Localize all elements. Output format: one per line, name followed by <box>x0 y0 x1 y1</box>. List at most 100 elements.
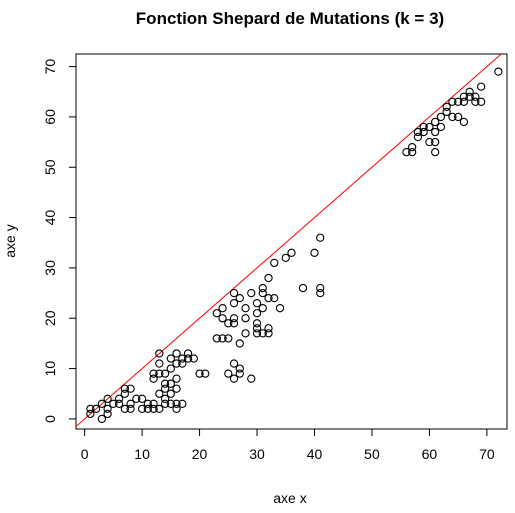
reference-line-group <box>76 54 503 428</box>
data-point <box>258 288 267 298</box>
x-tick-label: 30 <box>249 446 265 462</box>
data-point <box>419 127 428 137</box>
data-point <box>172 404 181 414</box>
data-point <box>436 112 446 122</box>
data-point <box>264 324 273 333</box>
data-point <box>402 148 411 157</box>
data-point <box>103 394 112 403</box>
chart-title: Fonction Shepard de Mutations (k = 3) <box>136 9 444 28</box>
data-point <box>86 409 95 419</box>
data-point <box>408 148 417 157</box>
data-point <box>229 374 239 383</box>
data-point <box>241 329 250 338</box>
data-point <box>160 394 170 403</box>
data-point <box>425 122 434 132</box>
data-point <box>114 394 124 403</box>
data-point <box>229 288 239 298</box>
data-point <box>218 314 227 323</box>
data-point <box>132 394 141 403</box>
data-point <box>201 369 210 378</box>
data-point <box>436 122 446 132</box>
data-point <box>86 404 95 414</box>
data-point <box>143 399 152 408</box>
data-point <box>166 399 175 408</box>
data-point <box>454 112 463 122</box>
data-point <box>448 97 457 106</box>
data-point <box>476 82 486 91</box>
data-point <box>143 404 152 414</box>
data-point <box>247 374 256 383</box>
data-point <box>120 389 129 398</box>
x-tick-label: 50 <box>364 446 380 462</box>
y-axis-label: axe y <box>2 224 18 257</box>
data-point <box>252 309 262 318</box>
data-point <box>172 359 181 368</box>
data-point <box>155 369 164 378</box>
data-point <box>241 314 250 323</box>
data-point <box>149 399 158 408</box>
data-point <box>218 334 227 343</box>
data-point <box>442 107 451 117</box>
data-point <box>459 97 469 106</box>
data-point <box>270 293 279 303</box>
data-point <box>183 349 193 358</box>
data-point <box>471 97 480 106</box>
data-point <box>126 399 135 408</box>
data-point <box>160 399 170 408</box>
data-point <box>149 369 158 378</box>
x-tick-label: 20 <box>192 446 208 462</box>
data-point <box>149 404 158 414</box>
data-point <box>258 304 267 313</box>
data-point <box>189 354 198 363</box>
data-point <box>91 404 101 414</box>
data-point <box>431 127 440 137</box>
y-tick-label: 10 <box>42 361 58 377</box>
data-point <box>413 132 423 142</box>
data-point <box>172 384 181 393</box>
data-point <box>166 389 175 398</box>
data-point <box>160 384 170 393</box>
data-point <box>103 409 112 419</box>
data-point <box>195 369 204 378</box>
data-point <box>235 364 244 373</box>
data-point <box>126 384 135 393</box>
data-point <box>287 248 296 257</box>
data-point <box>252 319 262 328</box>
x-tick-label: 0 <box>81 446 89 462</box>
data-point <box>264 273 273 283</box>
data-point <box>310 248 319 257</box>
data-point <box>448 112 457 122</box>
data-point <box>97 399 107 408</box>
data-point <box>172 399 181 408</box>
data-point <box>431 148 440 157</box>
data-point <box>97 414 107 424</box>
data-point <box>235 293 244 303</box>
data-point <box>224 369 233 378</box>
x-tick-label: 70 <box>479 446 495 462</box>
data-point <box>109 399 118 408</box>
x-axis: 0 10 20 30 40 50 60 70 <box>81 428 495 462</box>
data-point <box>408 142 417 152</box>
x-tick-label: 40 <box>307 446 323 462</box>
data-point <box>258 329 267 338</box>
data-point <box>137 404 147 414</box>
data-point <box>229 359 239 368</box>
data-point <box>166 379 175 388</box>
data-point <box>160 369 170 378</box>
data-point <box>155 389 164 398</box>
y-tick-label: 30 <box>42 260 58 276</box>
x-axis-label: axe x <box>273 490 306 506</box>
data-point <box>419 122 428 132</box>
data-point <box>298 283 308 293</box>
data-point <box>178 399 187 408</box>
data-point <box>172 349 181 358</box>
data-point <box>137 394 147 403</box>
data-point <box>178 354 187 363</box>
data-point <box>275 304 285 313</box>
data-point <box>224 319 233 328</box>
y-tick-label: 40 <box>42 210 58 226</box>
data-point <box>155 404 164 414</box>
data-point <box>212 309 221 318</box>
data-point <box>281 253 290 263</box>
data-point <box>160 379 170 388</box>
